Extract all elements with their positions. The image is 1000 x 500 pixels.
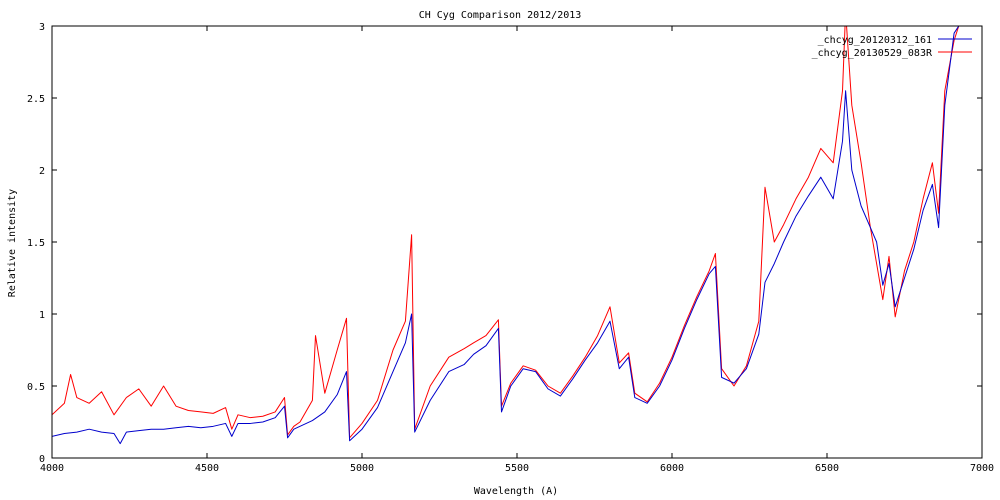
chart-title: CH Cyg Comparison 2012/2013 (419, 10, 582, 21)
y-tick-label: 2.5 (27, 94, 45, 105)
plot-frame (51, 25, 983, 459)
x-axis-label: Wavelength (A) (474, 486, 558, 497)
series-line-0 (52, 26, 960, 445)
x-tick-label: 5000 (350, 463, 374, 474)
y-axis-label: Relative intensity (7, 189, 18, 297)
series-line-1 (52, 26, 960, 439)
x-tick-label: 6000 (660, 463, 684, 474)
y-tick-label: 0 (39, 454, 45, 465)
y-tick-label: 0.5 (27, 382, 45, 393)
legend-label: _chcyg_20130529_083R (812, 48, 933, 59)
x-tick-label: 4500 (195, 463, 219, 474)
y-tick-label: 1 (39, 310, 45, 321)
x-tick-label: 4000 (40, 463, 64, 474)
y-tick-label: 2 (39, 166, 45, 177)
ticks-layer: 4000 4500 5000 5500 6000 6500 7000 0 0.5 1 1.5 2 2.5… (27, 22, 994, 474)
x-tick-label: 7000 (970, 463, 994, 474)
legend-label: _chcyg_20120312_161 (818, 35, 932, 46)
series-layer (52, 26, 960, 445)
y-tick-label: 1.5 (27, 238, 45, 249)
legend: _chcyg_20120312_161 _chcyg_20130529_083R (812, 35, 972, 59)
x-tick-label: 5500 (505, 463, 529, 474)
x-tick-label: 6500 (815, 463, 839, 474)
y-tick-label: 3 (39, 22, 45, 33)
